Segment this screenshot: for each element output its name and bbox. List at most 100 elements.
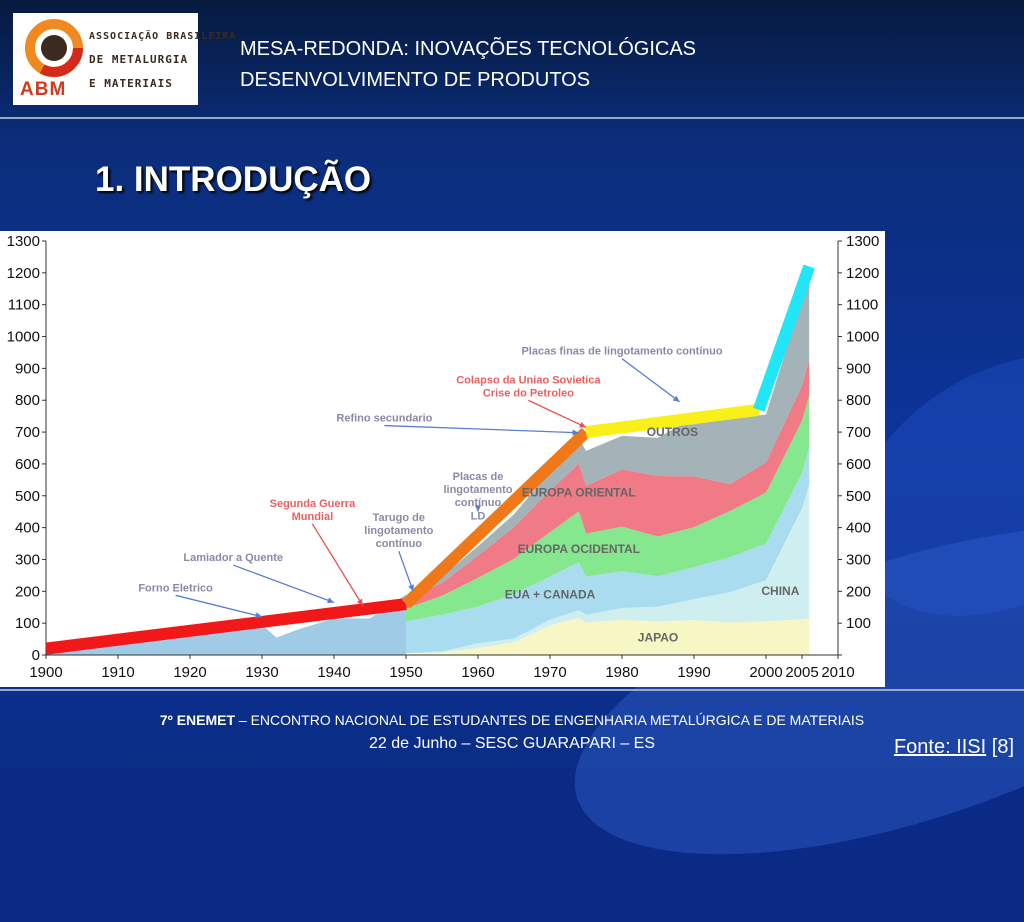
y-tick-label-right: 600 — [846, 456, 871, 473]
header-divider — [0, 117, 1024, 119]
x-tick-label: 2005 — [785, 664, 818, 681]
annotation-label: Forno Eletrico — [138, 582, 213, 594]
region-label: OUTROS — [647, 425, 698, 439]
area-china — [406, 484, 810, 654]
x-tick-label: 1910 — [101, 664, 134, 681]
y-tick-label-left: 1300 — [7, 233, 40, 250]
abm-logo-ring-icon — [25, 19, 83, 77]
source-ref: [8] — [986, 736, 1014, 758]
annotation-arrowhead — [408, 584, 414, 592]
trend-segment-red — [45, 598, 407, 655]
y-tick-label-right: 700 — [846, 424, 871, 441]
y-tick-label-left: 1000 — [7, 329, 40, 346]
annotation-label: LD — [471, 511, 486, 523]
header-title-line1: MESA-REDONDA: INOVAÇÕES TECNOLÓGICAS — [240, 38, 697, 60]
footer-event-short: ENEMET — [176, 712, 236, 728]
logo-abm-text: ABM — [20, 79, 67, 100]
annotation-arrowhead — [572, 429, 579, 436]
y-tick-label-right: 800 — [846, 392, 871, 409]
y-tick-label-left: 200 — [15, 583, 40, 600]
abm-logo: ABM ASSOCIAÇÃO BRASILEIRA DE METALURGIA … — [13, 13, 235, 105]
x-tick-label: 1900 — [29, 664, 62, 681]
annotation-label: Lamiador a Quente — [183, 552, 283, 564]
y-tick-label-right: 100 — [846, 615, 871, 632]
logo-text-line1: ASSOCIAÇÃO BRASILEIRA — [89, 31, 237, 42]
area-eua-canada — [406, 448, 810, 654]
y-tick-label-left: 300 — [15, 551, 40, 568]
steel-production-chart: 0 100 100 200 200 300 300 400 400 500 500 600 600 700… — [0, 231, 885, 687]
footer-event: 7º ENEMET – ENCONTRO NACIONAL DE ESTUDAN… — [0, 712, 1024, 728]
region-label: CHINA — [761, 584, 799, 598]
footer-edition: 7º — [159, 712, 173, 728]
y-tick-label-left: 700 — [15, 424, 40, 441]
y-tick-label-right: 1200 — [846, 265, 879, 282]
footer-event-long: – ENCONTRO NACIONAL DE ESTUDANTES DE ENG… — [235, 712, 865, 728]
x-tick-label: 1990 — [677, 664, 710, 681]
annotation-label: contínuo — [455, 497, 502, 509]
y-tick-label-right: 300 — [846, 551, 871, 568]
logo-text-line3: E MATERIAIS — [89, 77, 173, 90]
annotation-arrow — [175, 594, 263, 618]
annotation-arrow — [232, 564, 335, 604]
x-tick-label: 1940 — [317, 664, 350, 681]
region-label: JAPAO — [638, 631, 678, 645]
annotation-label: Tarugo de — [373, 512, 425, 524]
y-tick-label-left: 400 — [15, 520, 40, 537]
section-title: 1. INTRODUÇÃO — [95, 160, 372, 199]
region-label: EUA + CANADA — [505, 587, 596, 601]
region-label: EUROPA ORIENTAL — [522, 486, 636, 500]
x-tick-label: 2000 — [749, 664, 782, 681]
y-tick-label-left: 500 — [15, 488, 40, 505]
annotation-arrow — [384, 424, 579, 434]
y-tick-label-left: 1100 — [8, 297, 40, 314]
x-tick-label: 1930 — [245, 664, 278, 681]
y-tick-label-right: 1000 — [846, 329, 879, 346]
x-tick-label: 1960 — [461, 664, 494, 681]
annotation-arrowhead — [579, 421, 586, 428]
source-label: Fonte: IISI — [893, 736, 987, 758]
annotation-label: Refino secundario — [336, 413, 432, 425]
y-tick-label-left: 800 — [15, 392, 40, 409]
annotation-label: lingotamento — [443, 484, 512, 496]
annotation-arrowhead — [474, 505, 482, 512]
annotation-label: Mundial — [292, 511, 334, 523]
area-japao — [406, 617, 810, 655]
chart-svg: 0 100 100 200 200 300 300 400 400 500 500 600 600 700… — [7, 233, 880, 681]
footer-divider — [0, 689, 1024, 691]
annotation-label: contínuo — [376, 538, 423, 550]
trend-segment-orange — [401, 427, 591, 609]
y-tick-label-right: 200 — [846, 583, 871, 600]
annotation-arrow — [621, 358, 680, 403]
annotation-arrow — [311, 523, 364, 606]
area-europa-ocidental — [406, 395, 810, 622]
annotation-arrowhead — [255, 612, 262, 619]
x-tick-label: 1950 — [389, 664, 422, 681]
y-tick-label-right: 1300 — [846, 233, 879, 250]
annotation-label: Placas finas de lingotamento contínuo — [521, 346, 722, 358]
x-tick-label: 1920 — [173, 664, 206, 681]
y-tick-label-right: 400 — [846, 520, 871, 537]
annotation-arrow — [528, 399, 587, 428]
y-tick-label-right: 500 — [846, 488, 871, 505]
y-tick-label-left: 900 — [15, 360, 40, 377]
source-citation: Fonte: IISI [8] — [894, 736, 1014, 759]
annotation-arrowhead — [356, 598, 363, 606]
annotation-label: Colapso da Uniao Sovietica — [456, 374, 601, 386]
x-tick-label: 2010 — [821, 664, 854, 681]
y-tick-label-left: 100 — [15, 615, 40, 632]
x-tick-label: 1980 — [605, 664, 638, 681]
annotation-label: Segunda Guerra — [270, 498, 356, 510]
annotation-arrow — [398, 551, 414, 592]
header-title-line2: DESENVOLVIMENTO DE PRODUTOS — [240, 69, 591, 91]
annotation-label: Placas de — [453, 471, 504, 483]
trend-segment-yellow — [585, 403, 760, 439]
footer-date-place: 22 de Junho – SESC GUARAPARI – ES — [368, 735, 656, 752]
area-outros — [406, 279, 810, 599]
region-label: EUROPA OCIDENTAL — [518, 542, 640, 556]
trend-segment-cyan — [753, 264, 815, 412]
y-tick-label-left: 0 — [32, 647, 40, 664]
y-tick-label-left: 1200 — [7, 265, 40, 282]
annotation-arrowhead — [672, 395, 680, 402]
x-tick-label: 1970 — [533, 664, 566, 681]
annotation-label: lingotamento — [364, 525, 433, 537]
